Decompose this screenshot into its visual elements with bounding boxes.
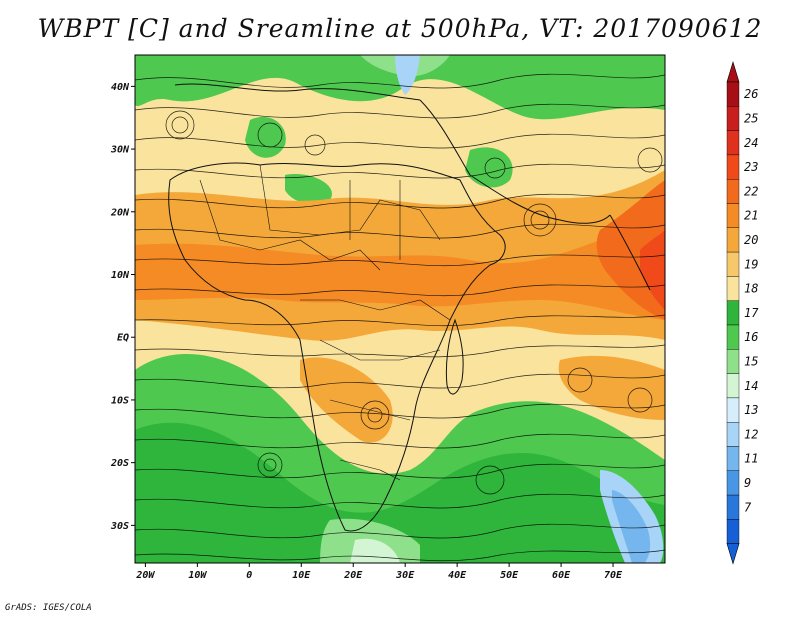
colorbar-swatch	[726, 519, 740, 544]
contour-band-13-southeast	[612, 490, 651, 563]
colorbar-swatch	[726, 130, 740, 156]
colorbar-swatch	[726, 422, 740, 447]
colorbar-label: 7	[744, 500, 752, 514]
map-title: WBPT [C] and Sreamline at 500hPa, VT: 20…	[37, 14, 763, 43]
lon-label: 20E	[343, 570, 363, 581]
contour-band-green-patch	[245, 116, 286, 158]
lon-label: 30E	[395, 570, 415, 581]
contour-band-20-south	[300, 357, 393, 443]
latitude-axis: 40N 30N 20N 10N EQ 10S 20S 30S	[110, 82, 135, 532]
lat-label: 20N	[110, 207, 130, 218]
lon-label: 40E	[448, 570, 467, 581]
colorbar-bottom-arrow	[726, 543, 740, 565]
colorbar-swatch	[726, 178, 740, 204]
lon-label: 70E	[604, 570, 623, 581]
colorbar-label: 16	[744, 330, 758, 344]
contour-band-23	[640, 230, 665, 310]
colorbar-swatch	[726, 470, 740, 496]
colorbar-label: 14	[744, 379, 758, 393]
colorbar-swatch	[726, 154, 740, 180]
colorbar-swatch	[726, 203, 740, 228]
contour-band-green-patch-2	[465, 147, 513, 188]
lat-label: 30S	[110, 521, 129, 532]
contour-band-green-patch-3	[285, 174, 332, 205]
lat-label: 40N	[111, 82, 130, 93]
colorbar-label: 19	[744, 257, 758, 271]
colorbar: 26 25 24 23 22 21 20 19 18 17 16 15 14 13 12 11 9 7	[726, 60, 759, 565]
contour-band-18-south	[135, 422, 665, 563]
lat-label: 20S	[110, 458, 129, 469]
lon-label: 60E	[552, 570, 571, 581]
lon-label: 0	[246, 570, 252, 581]
colorbar-label: 21	[744, 209, 758, 223]
plot-frame	[134, 54, 666, 564]
lat-label: 10N	[111, 270, 130, 281]
colorbar-label: 22	[744, 184, 758, 198]
colorbar-label: 13	[744, 403, 758, 417]
colorbar-swatch	[726, 276, 740, 301]
grads-credit: GrADS: IGES/COLA	[5, 603, 92, 613]
colorbar-label: 12	[744, 427, 758, 441]
contour-band-15-south	[350, 538, 400, 563]
lon-label: 20W	[135, 570, 155, 581]
lon-label: 10E	[292, 570, 311, 581]
contour-band-20-southeast	[558, 355, 665, 420]
colorbar-swatch	[726, 324, 740, 350]
colorbar-label: 25	[744, 111, 758, 125]
colorbar-label: 20	[744, 233, 758, 247]
longitude-axis: 20W 10W 0 10E 20E 30E 40E 50E 60E 70E	[135, 563, 623, 581]
contour-band-14-north	[395, 55, 420, 95]
lat-label: 30N	[110, 145, 130, 156]
colorbar-label: 11	[744, 452, 758, 466]
colorbar-label: 23	[744, 160, 758, 174]
lon-label: 50E	[500, 570, 519, 581]
colorbar-label: 26	[744, 87, 758, 101]
colorbar-swatch	[726, 81, 740, 107]
colorbar-swatch	[726, 106, 740, 131]
colorbar-swatch	[726, 397, 740, 423]
colorbar-label: 17	[744, 306, 759, 320]
contour-band-17-north	[135, 55, 665, 120]
colorbar-label: 18	[744, 282, 758, 296]
coastlines	[168, 83, 651, 532]
lat-label: EQ	[117, 333, 129, 344]
colorbar-swatch	[726, 446, 740, 471]
colorbar-swatch	[726, 300, 740, 326]
colorbar-swatch	[726, 349, 740, 374]
country-borders	[199, 164, 451, 481]
colorbar-swatch	[726, 227, 740, 253]
colorbar-swatch	[726, 251, 740, 277]
lon-label: 10W	[188, 570, 207, 581]
streamlines	[135, 73, 665, 562]
wbpt-field	[135, 55, 665, 563]
colorbar-swatch	[726, 373, 740, 399]
colorbar-label: 15	[744, 354, 758, 368]
colorbar-label: 9	[744, 476, 751, 490]
colorbar-swatch	[726, 494, 740, 520]
colorbar-top-arrow	[726, 60, 740, 83]
colorbar-label: 24	[744, 136, 758, 150]
lat-label: 10S	[111, 395, 129, 406]
